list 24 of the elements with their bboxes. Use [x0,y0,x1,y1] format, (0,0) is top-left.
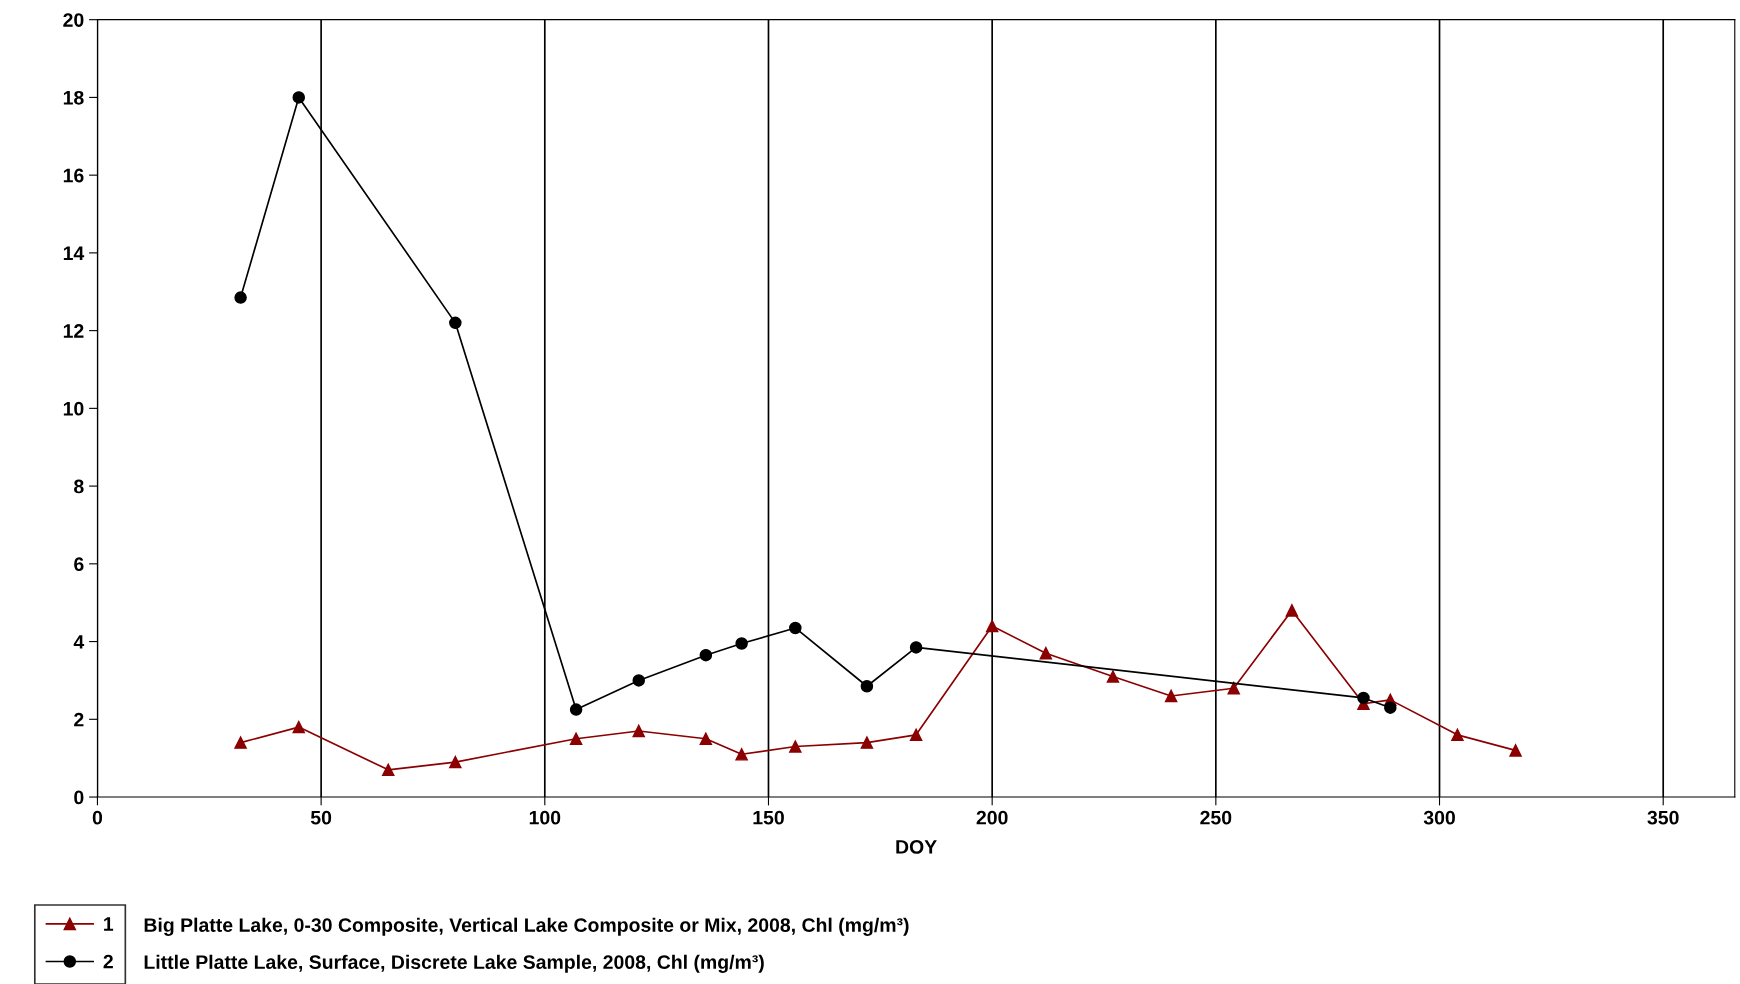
y-tick-label: 6 [74,557,84,572]
y-tick-label: 8 [74,479,84,494]
x-tick-label: 200 [976,810,1008,825]
y-tick-label: 18 [63,90,84,105]
y-tick-label: 2 [74,712,84,727]
x-tick-label: 350 [1647,810,1679,825]
y-tick-label: 10 [63,401,84,416]
x-tick-label: 250 [1200,810,1232,825]
y-tick-label: 0 [74,790,84,805]
x-axis-title: DOY [896,839,937,854]
text: Big Platte Lake, 0-30 Composite, Vertical Lake Composite or Mix, 2008, Chl (mg/m³) [144,917,909,936]
x-tick-label: 300 [1423,810,1455,825]
legend-label: 1 [104,917,114,931]
y-tick-label: 16 [63,168,84,183]
text: Little Platte Lake, Surface, Discrete Lake Sample, 2008, Chl (mg/m³) [144,954,764,973]
y-tick-label: 20 [63,13,84,27]
y-tick-label: 4 [73,635,85,649]
x-tick-label: 50 [310,810,332,825]
y-tick-label: 14 [63,246,85,260]
x-tick-label: 100 [529,810,561,825]
x-tick-label: 150 [753,810,784,825]
x-tick-label: 0 [92,810,103,825]
legend-label: 2 [103,954,113,969]
y-tick-label: 12 [63,324,84,338]
